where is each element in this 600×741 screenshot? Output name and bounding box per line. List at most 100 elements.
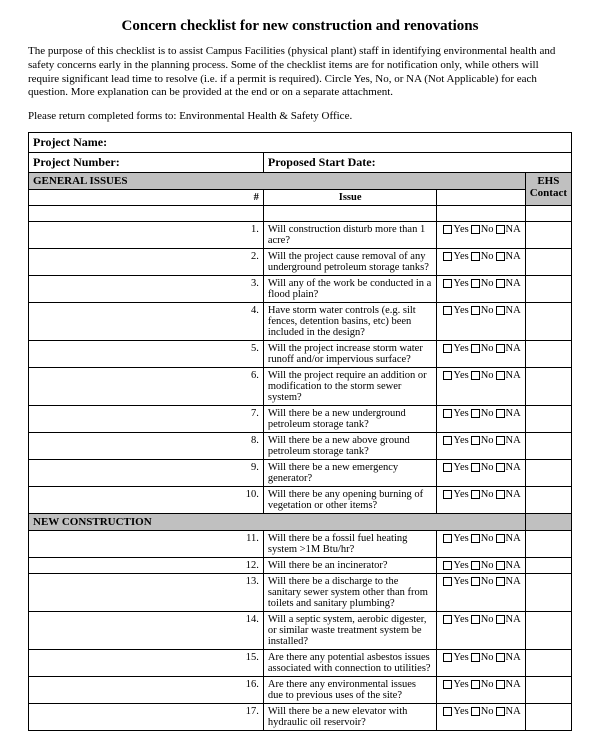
na-checkbox[interactable] bbox=[496, 653, 505, 662]
row-number: 12. bbox=[29, 558, 264, 574]
na-checkbox[interactable] bbox=[496, 225, 505, 234]
spacer-row bbox=[29, 206, 572, 222]
yes-checkbox[interactable] bbox=[443, 561, 452, 570]
na-label: NA bbox=[506, 576, 521, 587]
yes-checkbox[interactable] bbox=[443, 306, 452, 315]
no-checkbox[interactable] bbox=[471, 490, 480, 499]
no-checkbox[interactable] bbox=[471, 371, 480, 380]
section-header-cell: NEW CONSTRUCTION bbox=[29, 514, 526, 531]
no-checkbox[interactable] bbox=[471, 344, 480, 353]
ehs-cell bbox=[525, 303, 571, 341]
na-checkbox[interactable] bbox=[496, 615, 505, 624]
na-checkbox[interactable] bbox=[496, 306, 505, 315]
yes-checkbox[interactable] bbox=[443, 344, 452, 353]
response-cell: YesNoNA bbox=[437, 368, 525, 406]
row-number: 2. bbox=[29, 249, 264, 276]
na-checkbox[interactable] bbox=[496, 344, 505, 353]
na-label: NA bbox=[506, 370, 521, 381]
issue-text: Will there be a new underground petroleu… bbox=[263, 406, 437, 433]
row-number: 16. bbox=[29, 677, 264, 704]
ehs-cell bbox=[525, 650, 571, 677]
yes-checkbox[interactable] bbox=[443, 463, 452, 472]
table-row: 12.Will there be an incinerator?YesNoNA bbox=[29, 558, 572, 574]
yes-checkbox[interactable] bbox=[443, 279, 452, 288]
no-label: No bbox=[481, 224, 494, 235]
na-checkbox[interactable] bbox=[496, 490, 505, 499]
response-cell: YesNoNA bbox=[437, 460, 525, 487]
no-checkbox[interactable] bbox=[471, 653, 480, 662]
na-label: NA bbox=[506, 652, 521, 663]
no-checkbox[interactable] bbox=[471, 707, 480, 716]
na-checkbox[interactable] bbox=[496, 463, 505, 472]
issue-text: Are there any environmental issues due t… bbox=[263, 677, 437, 704]
na-label: NA bbox=[506, 408, 521, 419]
row-number: 15. bbox=[29, 650, 264, 677]
no-label: No bbox=[481, 614, 494, 625]
na-checkbox[interactable] bbox=[496, 409, 505, 418]
yes-checkbox[interactable] bbox=[443, 225, 452, 234]
no-checkbox[interactable] bbox=[471, 436, 480, 445]
spacer-cell bbox=[525, 206, 571, 222]
section-header-row: GENERAL ISSUESEHS Contact bbox=[29, 173, 572, 190]
no-checkbox[interactable] bbox=[471, 225, 480, 234]
table-row: 2.Will the project cause removal of any … bbox=[29, 249, 572, 276]
issue-text: Will there be a new emergency generator? bbox=[263, 460, 437, 487]
na-label: NA bbox=[506, 343, 521, 354]
table-row: 7.Will there be a new underground petrol… bbox=[29, 406, 572, 433]
table-row: 9.Will there be a new emergency generato… bbox=[29, 460, 572, 487]
na-checkbox[interactable] bbox=[496, 561, 505, 570]
yes-checkbox[interactable] bbox=[443, 653, 452, 662]
ehs-cell bbox=[525, 368, 571, 406]
no-checkbox[interactable] bbox=[471, 279, 480, 288]
yes-checkbox[interactable] bbox=[443, 371, 452, 380]
intro-paragraph: The purpose of this checklist is to assi… bbox=[28, 45, 572, 100]
no-checkbox[interactable] bbox=[471, 409, 480, 418]
response-cell: YesNoNA bbox=[437, 677, 525, 704]
project-name-label: Project Name: bbox=[33, 135, 107, 149]
na-checkbox[interactable] bbox=[496, 577, 505, 586]
na-checkbox[interactable] bbox=[496, 279, 505, 288]
no-checkbox[interactable] bbox=[471, 534, 480, 543]
yes-label: Yes bbox=[453, 408, 468, 419]
yes-label: Yes bbox=[453, 305, 468, 316]
section-header-row: NEW CONSTRUCTION bbox=[29, 514, 572, 531]
no-checkbox[interactable] bbox=[471, 561, 480, 570]
yes-checkbox[interactable] bbox=[443, 252, 452, 261]
no-label: No bbox=[481, 408, 494, 419]
response-cell: YesNoNA bbox=[437, 487, 525, 514]
no-checkbox[interactable] bbox=[471, 252, 480, 261]
ehs-cell bbox=[525, 406, 571, 433]
na-checkbox[interactable] bbox=[496, 707, 505, 716]
yes-checkbox[interactable] bbox=[443, 707, 452, 716]
issue-text: Will there be a new above ground petrole… bbox=[263, 433, 437, 460]
ehs-cell bbox=[525, 460, 571, 487]
no-checkbox[interactable] bbox=[471, 680, 480, 689]
yes-checkbox[interactable] bbox=[443, 436, 452, 445]
no-checkbox[interactable] bbox=[471, 306, 480, 315]
no-checkbox[interactable] bbox=[471, 615, 480, 624]
no-label: No bbox=[481, 305, 494, 316]
yes-label: Yes bbox=[453, 576, 468, 587]
na-label: NA bbox=[506, 462, 521, 473]
na-label: NA bbox=[506, 679, 521, 690]
na-checkbox[interactable] bbox=[496, 252, 505, 261]
response-cell: YesNoNA bbox=[437, 249, 525, 276]
na-checkbox[interactable] bbox=[496, 436, 505, 445]
na-checkbox[interactable] bbox=[496, 371, 505, 380]
ehs-cell bbox=[525, 558, 571, 574]
yes-checkbox[interactable] bbox=[443, 534, 452, 543]
yes-checkbox[interactable] bbox=[443, 680, 452, 689]
yes-checkbox[interactable] bbox=[443, 615, 452, 624]
na-checkbox[interactable] bbox=[496, 680, 505, 689]
na-checkbox[interactable] bbox=[496, 534, 505, 543]
return-instructions: Please return completed forms to: Enviro… bbox=[28, 110, 572, 122]
table-row: 5.Will the project increase storm water … bbox=[29, 341, 572, 368]
no-checkbox[interactable] bbox=[471, 577, 480, 586]
response-cell: YesNoNA bbox=[437, 222, 525, 249]
na-label: NA bbox=[506, 251, 521, 262]
no-checkbox[interactable] bbox=[471, 463, 480, 472]
yes-checkbox[interactable] bbox=[443, 409, 452, 418]
yes-checkbox[interactable] bbox=[443, 577, 452, 586]
yes-checkbox[interactable] bbox=[443, 490, 452, 499]
response-cell: YesNoNA bbox=[437, 531, 525, 558]
